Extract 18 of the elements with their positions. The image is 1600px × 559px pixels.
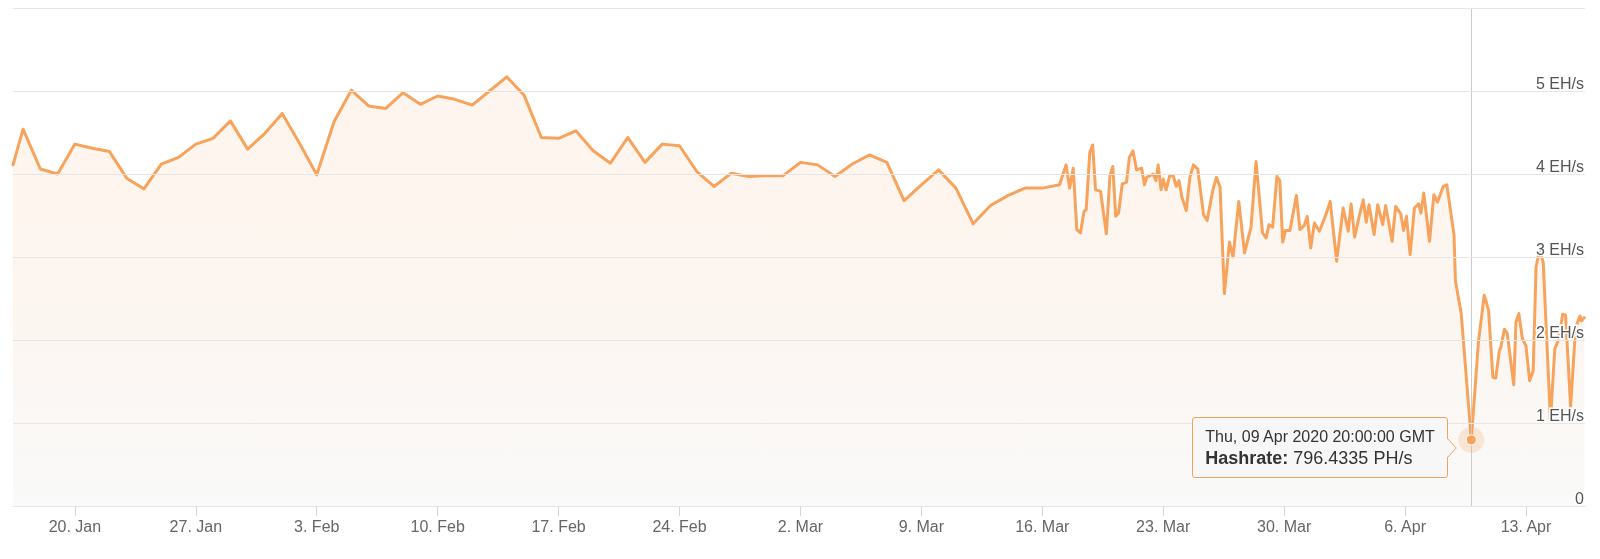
x-tick-label: 13. Apr	[1500, 517, 1552, 535]
x-tick-label: 24. Feb	[652, 517, 707, 535]
x-tick-label: 2. Mar	[777, 517, 824, 535]
x-tick-label: 6. Apr	[1384, 517, 1427, 535]
x-tick-label: 10. Feb	[410, 517, 465, 535]
annotation: Thu, 09 Apr 2020 20:00:00 GMT Hashrate: 796.4335 PH/s	[1205, 427, 1435, 471]
y-tick-label: 4 EH/s	[1535, 157, 1584, 175]
x-tick-label: 27. Jan	[169, 517, 223, 535]
x-tick-label: 16. Mar	[1015, 517, 1071, 535]
x-tick-label: 30. Mar	[1257, 517, 1312, 535]
y-tick-label: 3 EH/s	[1535, 240, 1584, 258]
y-tick-label: 0	[1575, 489, 1585, 507]
x-tick-label: 23. Mar	[1136, 517, 1191, 535]
y-tick-label: 5 EH/s	[1535, 74, 1584, 92]
x-tick-label: 3. Feb	[294, 517, 340, 535]
x-tick-label: 20. Jan	[48, 517, 102, 535]
x-tick-label: 17. Feb	[531, 517, 586, 535]
x-tick-label: 9. Mar	[898, 517, 945, 535]
